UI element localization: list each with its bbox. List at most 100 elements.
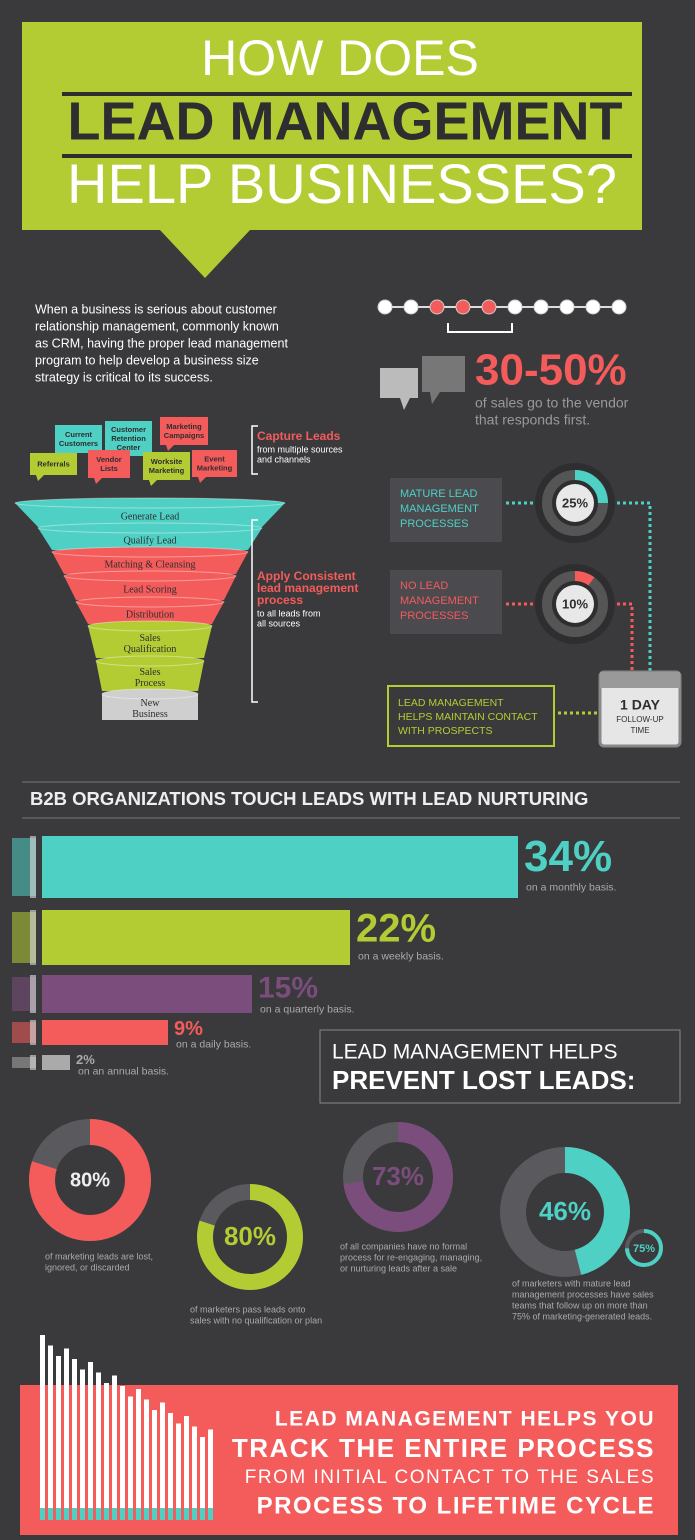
donut-caption: process for re-engaging, managing, [340,1252,482,1262]
followup-label: MATURE LEAD [400,488,477,500]
funnel-rim [95,655,205,667]
deco-bar-base [80,1508,85,1520]
connector [617,602,634,672]
stage-label: New [141,698,161,709]
title-box [319,1029,681,1104]
funnel-stage [64,576,236,600]
fold [12,1057,36,1068]
deco-bar-base [176,1508,181,1520]
followup-value: 10% [562,596,588,611]
deco-bar [184,1416,189,1520]
deco-bar-base [136,1508,141,1520]
stage-label: Sales [139,667,160,678]
deco-bar [88,1362,93,1520]
header-line: HELP BUSINESSES? [67,152,617,215]
deco-bar-base [56,1508,61,1520]
deco-bar-base [120,1508,125,1520]
footer-line: TRACK THE ENTIRE PROCESS [232,1433,655,1463]
deco-bar [80,1369,85,1520]
bar-value: 15% [258,971,318,1004]
bar [42,975,252,1013]
header-line: HOW DOES [201,30,479,86]
fold-edge [30,910,36,965]
funnel-stage [38,528,262,550]
timeline-dot [377,299,393,315]
chat-icon [422,356,465,404]
funnel-stage [96,661,204,691]
deco-bar [136,1389,141,1520]
followup-value: 25% [562,495,588,510]
tag-tail [166,445,174,451]
intro-line: strategy is critical to its success. [35,370,213,384]
donut-arc [542,571,608,637]
tag-label: Referrals [37,459,70,468]
tag-label: Marketing [149,466,185,475]
apply-text: all sources [257,618,301,628]
deco-bar [112,1375,117,1520]
donut-caption: of marketers pass leads onto [190,1304,306,1314]
donut-value: 73% [372,1161,424,1191]
funnel-rim [51,546,249,558]
stage-label: Generate Lead [121,511,180,522]
deco-bar [56,1356,61,1520]
chat-icon [380,368,418,410]
funnel-stage [15,503,285,527]
funnel-rim [14,497,286,509]
funnel-rim [87,620,213,632]
donut-value: 46% [539,1196,591,1226]
bar-caption: on a quarterly basis. [260,1004,355,1016]
contact-box [387,685,555,747]
deco-bar [200,1437,205,1520]
deco-bar-base [160,1508,165,1520]
connector [617,501,652,672]
tag [160,417,208,445]
stat-caption: of sales go to the vendor [475,395,629,411]
apply-title: lead management [257,581,358,595]
deco-bar-base [168,1508,173,1520]
deco-bar [176,1423,181,1520]
deco-bar [48,1345,53,1520]
stage-label: Distribution [126,609,174,620]
tag-label: Worksite [151,457,183,466]
deco-bar-base [200,1508,205,1520]
intro-line: program to help develop a business size [35,353,259,367]
tag-tail [36,475,44,481]
deco-bar [160,1402,165,1520]
lost-title: PREVENT LOST LEADS: [332,1065,635,1095]
timeline-dot [429,299,445,315]
funnel-stage [88,626,212,658]
tag [55,425,102,453]
bar-value: 22% [356,906,436,950]
timeline-dot [611,299,627,315]
tag-label: Customer [111,425,146,434]
donut-value: 80% [224,1221,276,1251]
funnel-rim [63,570,237,582]
bar-caption: on a monthly basis. [526,882,616,894]
tag-tail [94,478,102,484]
donut-caption: or nurturing leads after a sale [340,1263,457,1273]
capture-title: Capture Leads [257,429,341,443]
bar [42,1020,168,1045]
label-box [390,478,502,542]
deco-bar [168,1413,173,1520]
tag [192,450,237,477]
deco-bar-base [88,1508,93,1520]
bracket [251,519,258,703]
capture-text: from multiple sources [257,444,343,454]
stage-label: Sales [139,633,160,644]
tag-label: Customers [59,439,98,448]
fold-edge [30,1055,36,1070]
deco-bar [72,1359,77,1520]
deco-bar [64,1348,69,1520]
deco-bar [96,1372,101,1520]
fold-edge [30,1020,36,1045]
header-box [22,22,642,278]
bracket [251,425,258,475]
donut-caption: of marketing leads are lost, [45,1251,153,1261]
donut-caption: sales with no qualification or plan [190,1315,322,1325]
day: 1 DAY [620,697,661,713]
deco-bar [40,1335,45,1520]
deco-bar [208,1429,213,1520]
